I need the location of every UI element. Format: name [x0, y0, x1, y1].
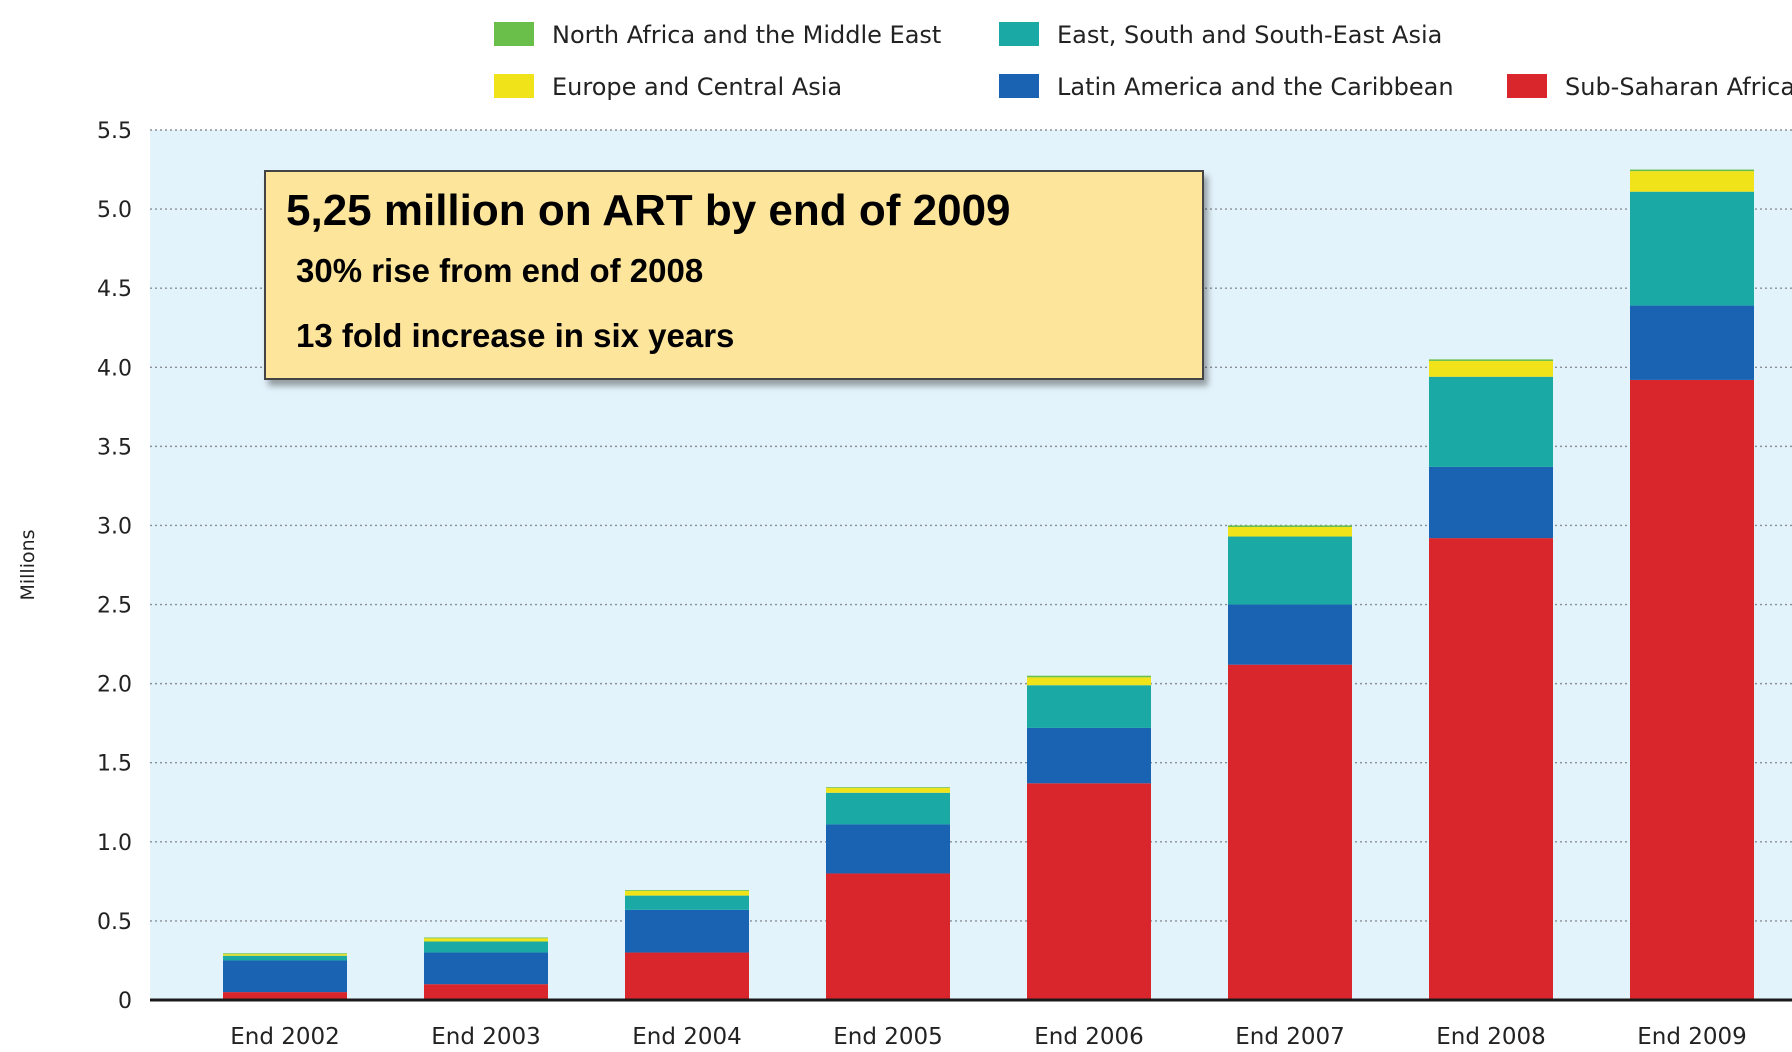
legend-label: Latin America and the Caribbean: [1057, 73, 1454, 101]
y-tick-label: 1.0: [97, 831, 132, 856]
bar-segment: [1429, 538, 1553, 1000]
legend-label: Europe and Central Asia: [552, 73, 842, 101]
bar-segment: [625, 890, 749, 896]
annotation-callout: 5,25 million on ART by end of 2009 30% r…: [264, 170, 1204, 380]
legend-item: East, South and South-East Asia: [999, 21, 1442, 49]
x-tick-label: End 2006: [1034, 1024, 1144, 1050]
x-tick-label: End 2008: [1436, 1024, 1546, 1050]
bar-segment: [1630, 379, 1754, 1001]
bar-segment: [625, 952, 749, 1000]
legend-swatch: [494, 22, 534, 46]
bar-segment: [1429, 360, 1553, 377]
x-axis-ticks: End 2002 End 2003 End 2004 End 2005 End 2006…: [230, 1024, 1747, 1050]
annotation-line-rise: 30% rise from end of 2008: [296, 251, 704, 289]
y-tick-label: 0: [118, 989, 132, 1014]
bar-segment: [1027, 675, 1151, 678]
legend-item: Europe and Central Asia: [494, 73, 842, 101]
bar-segment: [826, 824, 950, 874]
x-tick-label: End 2003: [431, 1024, 541, 1050]
bar-segment: [1228, 536, 1352, 605]
bar-segment: [223, 992, 347, 1000]
bar-segment: [625, 909, 749, 953]
y-tick-label: 2.5: [97, 594, 132, 619]
bar-segment: [424, 941, 548, 953]
y-axis-ticks: 0 0.5 1.0 1.5 2.0 2.5 3.0 3.5 4.0 4.5 5.0 5.5: [97, 119, 132, 1014]
y-tick-label: 0.5: [97, 910, 132, 935]
bar-segment: [223, 960, 347, 993]
bar-segment: [826, 873, 950, 1000]
bar-segment: [1027, 783, 1151, 1000]
bar-segment: [424, 938, 548, 942]
y-tick-label: 4.5: [97, 277, 132, 302]
bar-segment: [1228, 527, 1352, 537]
x-tick-label: End 2002: [230, 1024, 340, 1050]
bars: [223, 169, 1754, 1001]
legend-label: Sub-Saharan Africa: [1565, 73, 1792, 101]
legend-swatch: [999, 22, 1039, 46]
legend-swatch: [999, 74, 1039, 98]
y-tick-label: 1.5: [97, 752, 132, 777]
bar-segment: [1027, 727, 1151, 784]
legend-label: East, South and South-East Asia: [1057, 21, 1442, 49]
bar-segment: [1027, 685, 1151, 728]
bar-segment: [424, 952, 548, 985]
y-tick-label: 3.0: [97, 514, 132, 539]
bar-segment: [223, 955, 347, 961]
legend: North Africa and the Middle East East, So…: [494, 21, 1792, 101]
legend-swatch: [1507, 74, 1547, 98]
bar-segment: [424, 937, 548, 939]
bar-segment: [826, 788, 950, 793]
x-tick-label: End 2005: [833, 1024, 943, 1050]
bar-segment: [223, 953, 347, 955]
bar-segment: [1027, 677, 1151, 686]
y-axis-label: Millions: [17, 529, 39, 600]
bar-segment: [1630, 191, 1754, 306]
x-tick-label: End 2004: [632, 1024, 742, 1050]
y-tick-label: 5.5: [97, 119, 132, 144]
y-tick-label: 2.0: [97, 673, 132, 698]
y-tick-label: 4.0: [97, 356, 132, 381]
bar-segment: [1630, 305, 1754, 380]
legend-item: Sub-Saharan Africa: [1507, 73, 1792, 101]
bar-segment: [826, 787, 950, 789]
annotation-title: 5,25 million on ART by end of 2009: [286, 186, 1011, 235]
bar-segment: [1630, 169, 1754, 172]
bar-segment: [1228, 664, 1352, 1000]
bar-segment: [1429, 466, 1553, 539]
legend-label: North Africa and the Middle East: [552, 21, 941, 49]
bar-segment: [1429, 359, 1553, 361]
x-tick-label: End 2009: [1637, 1024, 1747, 1050]
bar-segment: [826, 792, 950, 825]
bar-segment: [424, 984, 548, 1000]
y-tick-label: 5.0: [97, 198, 132, 223]
bar-segment: [625, 890, 749, 891]
bar-segment: [1630, 171, 1754, 192]
bar-segment: [223, 954, 347, 956]
legend-item: Latin America and the Caribbean: [999, 73, 1454, 101]
x-tick-label: End 2007: [1235, 1024, 1345, 1050]
bar-segment: [1228, 525, 1352, 528]
y-tick-label: 3.5: [97, 435, 132, 460]
legend-item: North Africa and the Middle East: [494, 21, 941, 49]
bar-segment: [1429, 376, 1553, 467]
bar-segment: [625, 895, 749, 910]
legend-swatch: [494, 74, 534, 98]
bar-segment: [1228, 604, 1352, 665]
annotation-line-fold: 13 fold increase in six years: [296, 317, 735, 355]
